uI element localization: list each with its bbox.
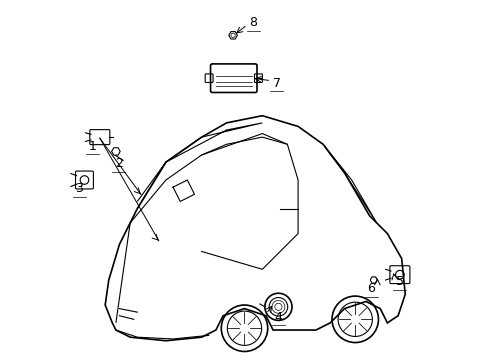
- Text: 8: 8: [249, 16, 257, 29]
- Text: 7: 7: [272, 77, 280, 90]
- Text: 6: 6: [366, 283, 374, 296]
- Text: 3: 3: [75, 183, 83, 195]
- Text: 5: 5: [395, 275, 403, 288]
- Text: 1: 1: [88, 140, 97, 153]
- Text: 4: 4: [274, 311, 282, 324]
- Text: 2: 2: [115, 157, 122, 170]
